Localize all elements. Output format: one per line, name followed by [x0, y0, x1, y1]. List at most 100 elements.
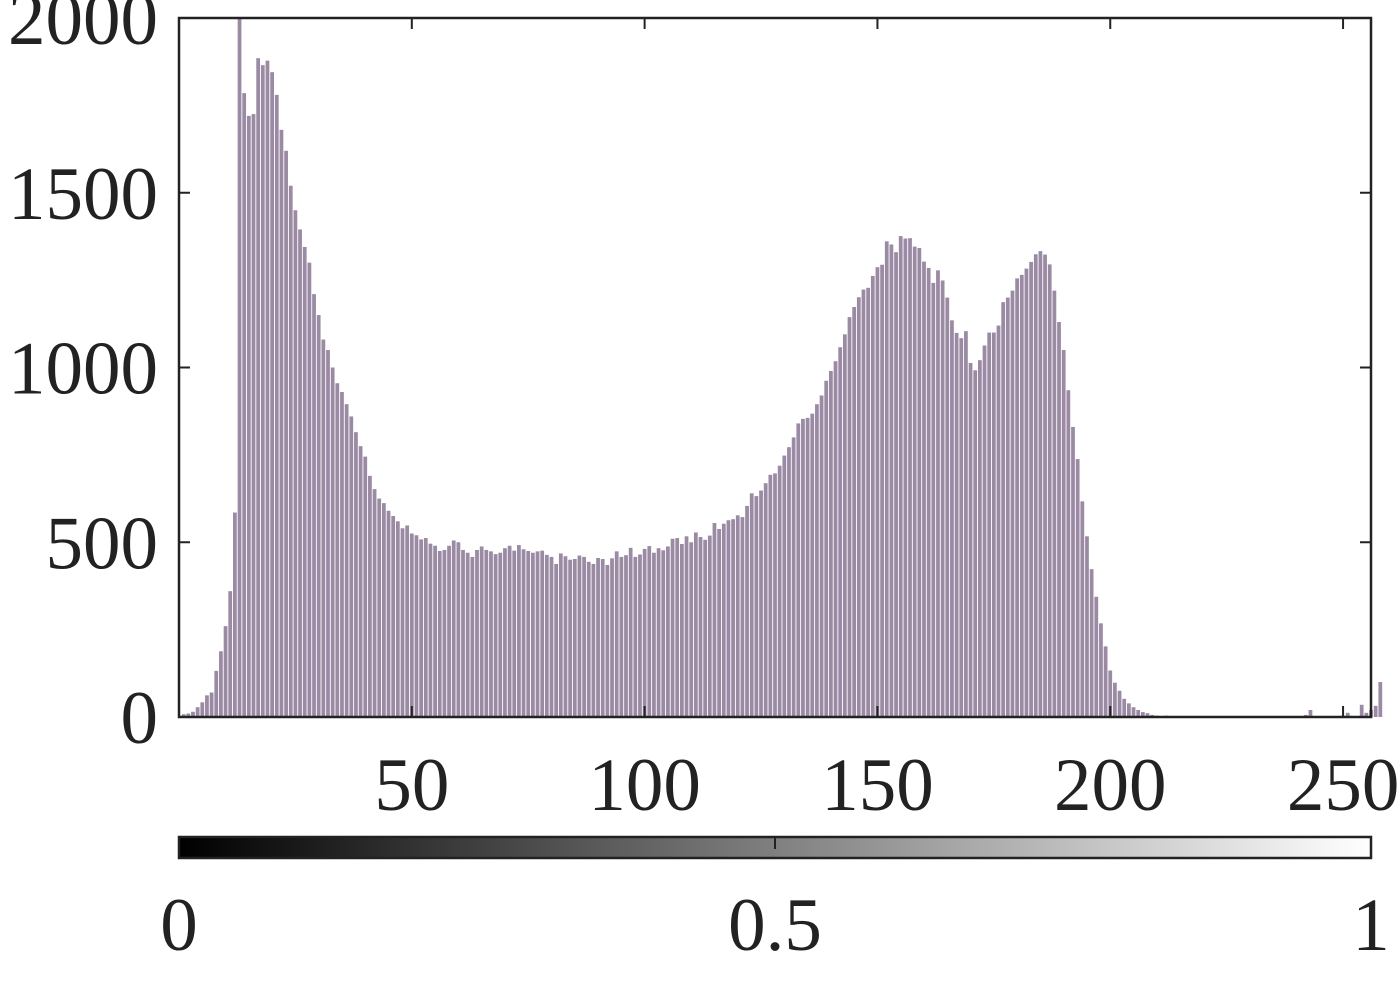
histogram-bar	[890, 244, 894, 717]
histogram-bar	[252, 114, 256, 717]
colorbar-tick-label-1: 1	[1352, 884, 1390, 967]
y-axis-tick-label: 2000	[8, 0, 158, 61]
histogram-bar	[298, 229, 302, 717]
histogram-bar	[401, 528, 405, 717]
histogram-bar	[810, 414, 814, 717]
histogram-bar	[522, 549, 526, 717]
x-axis-tick-label: 200	[1054, 744, 1167, 827]
histogram-bar	[289, 186, 293, 717]
histogram-bar	[1043, 255, 1047, 717]
histogram-bar	[759, 491, 763, 717]
histogram-bar	[410, 534, 414, 717]
histogram-bar	[596, 558, 600, 717]
histogram-bar	[559, 553, 563, 717]
histogram-bar	[606, 565, 610, 717]
histogram-bar	[787, 447, 791, 717]
histogram-bar	[1080, 501, 1084, 717]
y-axis-tick-label: 1000	[8, 328, 158, 411]
histogram-bar	[382, 503, 386, 717]
histogram-bar	[857, 297, 861, 717]
histogram-bar	[871, 276, 875, 717]
histogram-bar	[834, 361, 838, 717]
x-axis-tick-label: 150	[821, 744, 934, 827]
histogram-bar	[750, 493, 754, 717]
histogram-bar	[373, 489, 377, 717]
histogram-bar	[773, 473, 777, 717]
histogram-bar	[517, 545, 521, 717]
histogram-bar	[196, 707, 200, 717]
histogram-bar	[326, 350, 330, 717]
histogram-bar	[745, 506, 749, 717]
histogram-bar	[1001, 302, 1005, 717]
histogram-bar	[848, 317, 852, 717]
histogram-bar	[615, 551, 619, 717]
histogram-bar	[415, 535, 419, 717]
histogram-bar	[633, 557, 637, 717]
histogram-bar	[722, 524, 726, 717]
y-axis-tick-label: 1500	[8, 153, 158, 236]
histogram-bar	[862, 290, 866, 717]
histogram-bar	[1011, 291, 1015, 717]
histogram-bar	[438, 551, 442, 717]
histogram-bar	[741, 517, 745, 717]
histogram-bar	[1076, 459, 1080, 717]
histogram-bar	[224, 626, 228, 717]
histogram-bar	[568, 560, 572, 717]
histogram-bar	[214, 671, 218, 717]
histogram-bar	[806, 418, 810, 717]
colorbar-tick-label-0-5: 0.5	[728, 884, 822, 967]
histogram-bar	[475, 550, 479, 717]
histogram-bar	[359, 446, 363, 717]
histogram-bar	[219, 651, 223, 717]
histogram-bar	[1025, 269, 1029, 717]
histogram-bar	[727, 520, 731, 717]
histogram-bar	[736, 515, 740, 717]
histogram-bar	[461, 550, 465, 717]
histogram-bar	[1374, 706, 1378, 717]
histogram-bar	[699, 537, 703, 717]
histogram-bar	[308, 263, 312, 717]
histogram-bar	[587, 562, 591, 717]
histogram-bar	[876, 267, 880, 717]
histogram-bar	[321, 340, 325, 717]
histogram-bar	[363, 457, 367, 717]
histogram-bar	[852, 307, 856, 717]
histogram-bar	[284, 151, 288, 717]
histogram-bar	[573, 559, 577, 717]
histogram-bar	[838, 347, 842, 717]
histogram-bar	[270, 72, 274, 717]
histogram-bar	[843, 334, 847, 717]
histogram-bar	[1090, 569, 1094, 717]
histogram-bar	[927, 268, 931, 717]
histogram-bar	[396, 521, 400, 717]
histogram-bar	[978, 360, 982, 717]
histogram-bar	[880, 265, 884, 717]
histogram-bar	[1360, 705, 1364, 717]
histogram-bar	[987, 333, 991, 717]
histogram-bar	[694, 532, 698, 717]
histogram-bar	[731, 519, 735, 717]
histogram-bar	[1118, 691, 1122, 717]
histogram-bar	[964, 331, 968, 717]
histogram-bar	[1034, 254, 1038, 717]
histogram-bar	[387, 511, 391, 717]
histogram-bar	[1062, 350, 1066, 717]
x-axis-tick-label: 250	[1287, 744, 1400, 827]
histogram-bar	[629, 548, 633, 717]
histogram-bar	[340, 392, 344, 717]
histogram-bar	[945, 298, 949, 717]
histogram-bar	[899, 236, 903, 717]
histogram-bar	[377, 499, 381, 717]
histogram-bar	[768, 475, 772, 717]
histogram-bar	[661, 550, 665, 717]
histogram-bar	[1104, 646, 1108, 717]
histogram-bar	[489, 551, 493, 717]
histogram-bar	[1378, 682, 1382, 717]
histogram-bar	[405, 525, 409, 717]
histogram-bar	[503, 548, 507, 717]
histogram-bar	[242, 93, 246, 717]
